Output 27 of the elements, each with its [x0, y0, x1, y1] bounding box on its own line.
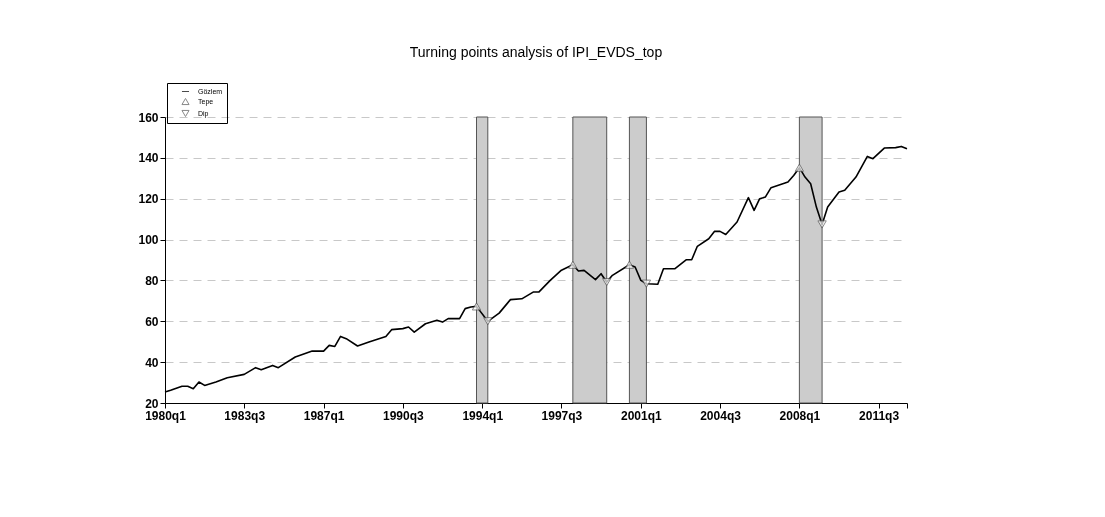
- point: [602, 277, 612, 287]
- x-tick-label: 2008q1: [779, 408, 821, 423]
- y-tick-label: 160: [138, 110, 159, 125]
- y-tick-label: 140: [138, 151, 159, 166]
- y-tick-label: 40: [145, 355, 159, 370]
- y-tick-label: 100: [138, 233, 159, 248]
- x-tick-label: 1997q3: [541, 408, 583, 423]
- point: [794, 163, 805, 172]
- point: [624, 260, 635, 269]
- x-tick-label: 2004q3: [700, 408, 742, 423]
- point: [483, 317, 493, 326]
- x-tick-label: 1980q1: [145, 408, 187, 423]
- point: [641, 279, 652, 288]
- chart-title: Turning points analysis of IPI_EVDS_top: [409, 43, 663, 60]
- x-tick-label: 2011q3: [859, 408, 900, 423]
- y-tick-label: 60: [145, 314, 159, 329]
- x-tick-label: 1994q1: [462, 408, 504, 423]
- x-tick-label: 1987q1: [303, 408, 345, 423]
- y-tick-label: 20: [145, 396, 159, 411]
- x-tick-label: 2001q1: [620, 408, 662, 423]
- point: [817, 220, 827, 229]
- x-tick-label: 1983q3: [224, 408, 266, 423]
- point: [471, 302, 482, 311]
- y-tick-label: 80: [145, 273, 159, 288]
- x-tick-label: 1990q3: [382, 408, 424, 423]
- point: [568, 260, 578, 269]
- y-tick-label: 120: [138, 192, 159, 207]
